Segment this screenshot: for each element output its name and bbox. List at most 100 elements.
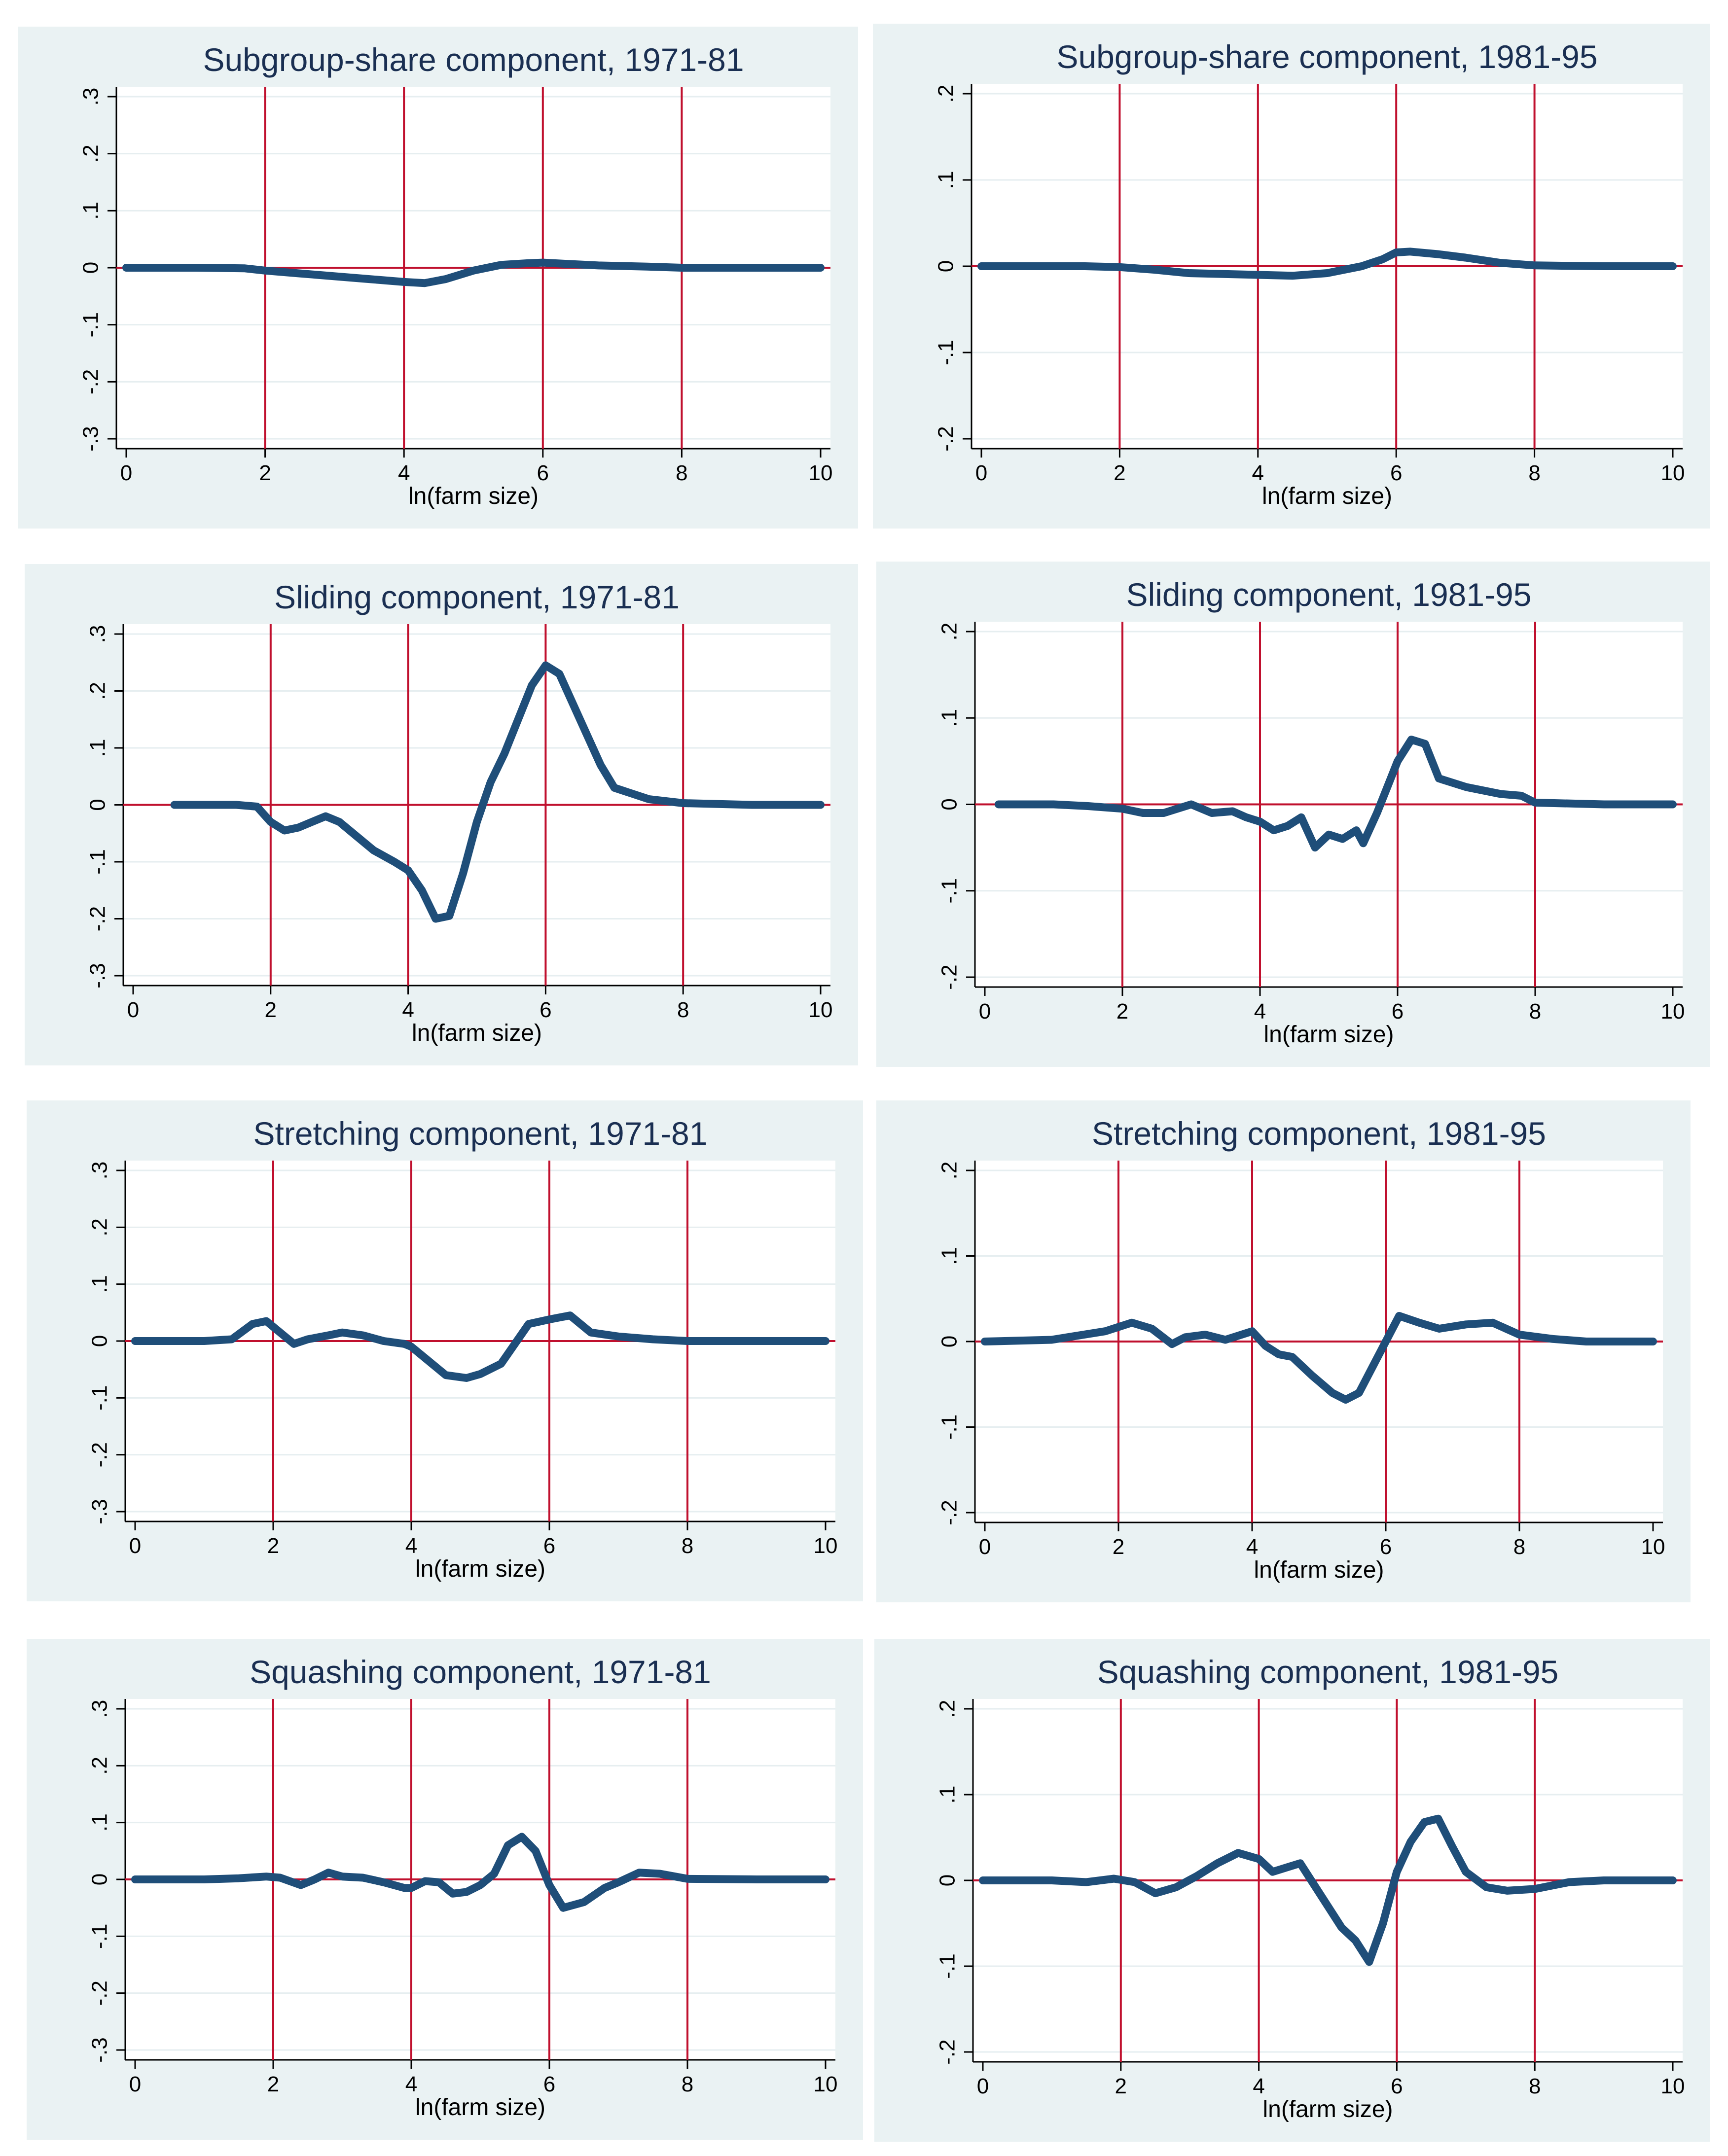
x-tick-label: 8 bbox=[1513, 1535, 1525, 1559]
chart-panel-7: -.3 -.2 -.1 0 .1 .2 .3 0 2 4 6 8 10 ln(farm size) Squa… bbox=[27, 1639, 863, 2140]
y-tick-label: -.3 bbox=[86, 963, 110, 988]
x-tick-label: 8 bbox=[1529, 2074, 1541, 2098]
y-tick-label: 0 bbox=[936, 1874, 960, 1886]
y-tick-label: -.1 bbox=[88, 1924, 112, 1949]
x-tick-label: 10 bbox=[809, 461, 833, 485]
chart-svg: -.3 -.2 -.1 0 .1 .2 .3 0 2 4 6 8 10 ln(farm size) Squa… bbox=[88, 1654, 838, 2121]
y-tick-label: .2 bbox=[86, 682, 110, 700]
x-tick-label: 10 bbox=[1661, 461, 1685, 485]
x-tick-label: 0 bbox=[979, 999, 991, 1024]
chart-svg: -.2 -.1 0 .1 .2 0 2 4 6 8 10 ln(farm size) Subgroup-… bbox=[934, 38, 1685, 509]
x-tick-label: 4 bbox=[1246, 1535, 1258, 1559]
x-tick-label: 10 bbox=[1661, 999, 1685, 1024]
x-tick-label: 2 bbox=[267, 2072, 279, 2096]
x-axis-title: ln(farm size) bbox=[412, 1020, 542, 1046]
chart-panel-6: -.2 -.1 0 .1 .2 0 2 4 6 8 10 ln(farm size) Stretchin… bbox=[876, 1100, 1691, 1602]
x-tick-label: 4 bbox=[405, 1534, 417, 1558]
x-tick-label: 4 bbox=[398, 461, 410, 485]
y-tick-label: 0 bbox=[937, 1336, 962, 1347]
chart-svg: -.2 -.1 0 .1 .2 0 2 4 6 8 10 ln(farm size) Squashing… bbox=[936, 1654, 1685, 2122]
x-tick-label: 8 bbox=[682, 2072, 693, 2096]
x-tick-label: 6 bbox=[543, 1534, 555, 1558]
x-tick-label: 8 bbox=[1528, 461, 1540, 485]
y-tick-label: 0 bbox=[934, 260, 958, 272]
x-tick-label: 2 bbox=[1116, 999, 1128, 1024]
x-tick-label: 10 bbox=[814, 1534, 838, 1558]
y-tick-label: -.2 bbox=[88, 1442, 112, 1467]
y-tick-label: -.1 bbox=[88, 1385, 112, 1411]
chart-title: Subgroup-share component, 1971-81 bbox=[203, 41, 744, 78]
y-tick-label: -.2 bbox=[934, 426, 958, 451]
y-tick-label: .1 bbox=[79, 202, 103, 220]
chart-svg: -.2 -.1 0 .1 .2 0 2 4 6 8 10 ln(farm size) Sliding c… bbox=[937, 576, 1685, 1048]
x-tick-label: 0 bbox=[127, 998, 139, 1022]
series-line bbox=[170, 661, 825, 923]
y-tick-label: 0 bbox=[79, 262, 103, 274]
y-tick-label: -.3 bbox=[88, 1499, 112, 1524]
y-tick-label: 0 bbox=[88, 1873, 112, 1885]
x-axis-title: ln(farm size) bbox=[1254, 1557, 1384, 1583]
x-tick-label: 4 bbox=[405, 2072, 417, 2096]
y-tick-label: .1 bbox=[937, 1247, 962, 1265]
chart-svg: -.3 -.2 -.1 0 .1 .2 .3 0 2 4 6 8 10 ln(farm size) Subg… bbox=[79, 41, 833, 509]
y-tick-label: .3 bbox=[86, 625, 110, 643]
chart-panel-4: -.2 -.1 0 .1 .2 0 2 4 6 8 10 ln(farm size) Sliding c… bbox=[876, 562, 1710, 1067]
x-axis-title: ln(farm size) bbox=[1263, 1022, 1394, 1048]
y-tick-label: -.1 bbox=[937, 1414, 962, 1440]
y-tick-label: .2 bbox=[934, 85, 958, 103]
chart-panel-3: -.3 -.2 -.1 0 .1 .2 .3 0 2 4 6 8 10 ln(farm size) Slid… bbox=[25, 564, 858, 1065]
y-tick-label: -.1 bbox=[86, 849, 110, 874]
x-tick-label: 4 bbox=[1252, 461, 1264, 485]
y-tick-label: -.1 bbox=[934, 340, 958, 365]
chart-title: Stretching component, 1971-81 bbox=[253, 1115, 708, 1152]
x-tick-label: 8 bbox=[682, 1534, 693, 1558]
x-tick-label: 0 bbox=[975, 461, 987, 485]
x-tick-label: 2 bbox=[265, 998, 277, 1022]
y-tick-label: 0 bbox=[937, 798, 962, 810]
chart-panel-2: -.2 -.1 0 .1 .2 0 2 4 6 8 10 ln(farm size) Subgroup-… bbox=[873, 24, 1710, 529]
x-tick-label: 8 bbox=[676, 461, 687, 485]
series-line bbox=[979, 1814, 1677, 1966]
x-tick-label: 2 bbox=[1115, 2074, 1127, 2098]
y-tick-label: .2 bbox=[937, 1162, 962, 1180]
y-tick-label: -.2 bbox=[86, 906, 110, 931]
chart-title: Sliding component, 1981-95 bbox=[1126, 576, 1532, 613]
y-tick-label: -.2 bbox=[88, 1980, 112, 2006]
chart-title: Stretching component, 1981-95 bbox=[1092, 1115, 1546, 1152]
x-tick-label: 6 bbox=[537, 461, 549, 485]
y-tick-label: 0 bbox=[86, 799, 110, 811]
chart-title: Subgroup-share component, 1981-95 bbox=[1056, 38, 1597, 75]
y-tick-label: .1 bbox=[88, 1813, 112, 1832]
y-tick-label: .2 bbox=[79, 144, 103, 163]
y-tick-label: -.1 bbox=[937, 878, 962, 903]
y-tick-label: .2 bbox=[88, 1218, 112, 1237]
series-line bbox=[131, 1833, 829, 1912]
x-axis-title: ln(farm size) bbox=[1262, 483, 1392, 509]
x-tick-label: 10 bbox=[814, 2072, 838, 2096]
x-tick-label: 10 bbox=[1641, 1535, 1665, 1559]
x-tick-label: 6 bbox=[1392, 999, 1404, 1024]
x-tick-label: 4 bbox=[1253, 2074, 1264, 2098]
y-tick-label: .1 bbox=[934, 171, 958, 189]
x-tick-label: 10 bbox=[809, 998, 833, 1022]
series-line bbox=[977, 247, 1677, 280]
y-tick-label: -.2 bbox=[936, 2039, 960, 2064]
chart-title: Squashing component, 1971-81 bbox=[250, 1654, 711, 1690]
x-tick-label: 6 bbox=[1391, 2074, 1403, 2098]
x-tick-label: 0 bbox=[129, 2072, 141, 2096]
x-tick-label: 0 bbox=[979, 1535, 991, 1559]
y-tick-label: -.3 bbox=[79, 426, 103, 451]
y-tick-label: -.3 bbox=[88, 2037, 112, 2062]
x-tick-label: 2 bbox=[267, 1534, 279, 1558]
chart-svg: -.2 -.1 0 .1 .2 0 2 4 6 8 10 ln(farm size) Stretchin… bbox=[937, 1115, 1665, 1583]
y-tick-label: .1 bbox=[936, 1786, 960, 1804]
chart-svg: -.3 -.2 -.1 0 .1 .2 .3 0 2 4 6 8 10 ln(farm size) Slid… bbox=[86, 579, 833, 1046]
y-tick-label: .2 bbox=[936, 1700, 960, 1718]
x-tick-label: 2 bbox=[1113, 1535, 1124, 1559]
y-tick-label: .2 bbox=[88, 1757, 112, 1775]
x-tick-label: 2 bbox=[259, 461, 271, 485]
x-axis-title: ln(farm size) bbox=[1262, 2096, 1393, 2122]
y-tick-label: -.2 bbox=[79, 369, 103, 394]
y-tick-label: .1 bbox=[937, 709, 962, 727]
x-tick-label: 0 bbox=[977, 2074, 989, 2098]
